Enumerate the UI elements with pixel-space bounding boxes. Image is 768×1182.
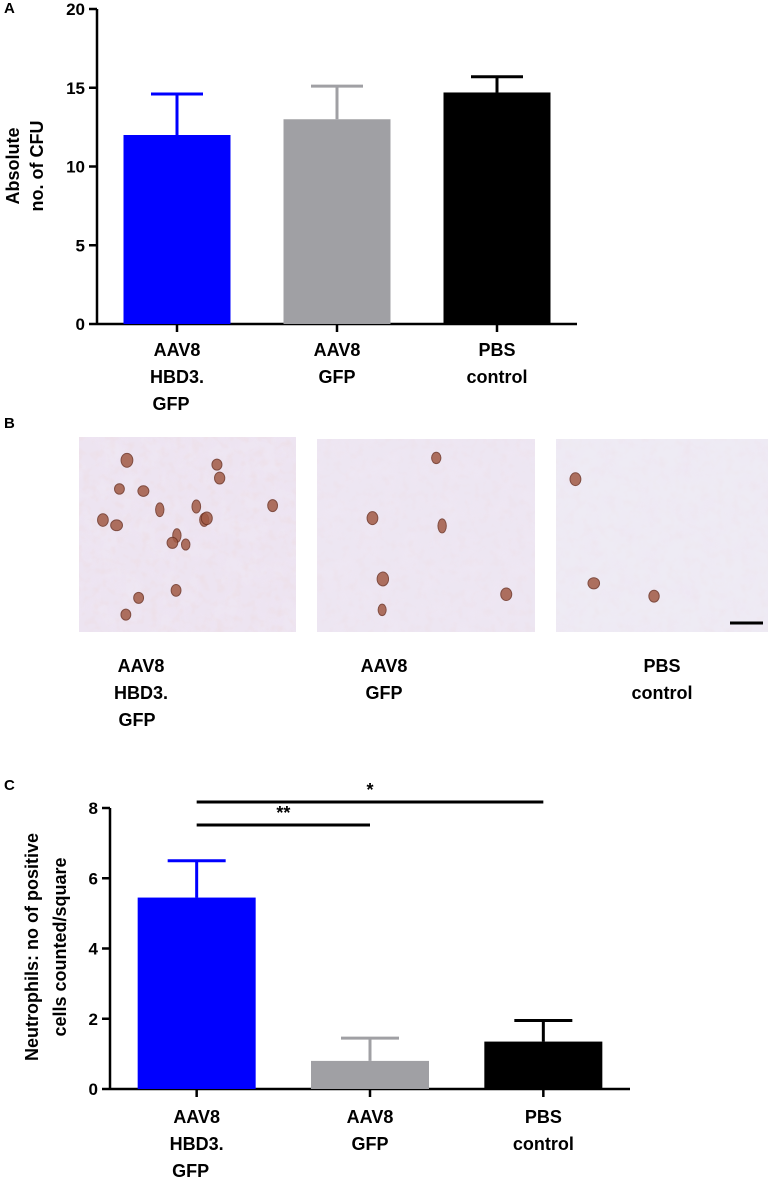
stained-cell bbox=[133, 591, 145, 604]
y-axis-label: no. of CFU bbox=[27, 121, 47, 212]
y-axis-label: Absolute bbox=[3, 127, 23, 204]
panel-label-b: B bbox=[4, 415, 15, 432]
micrograph-caption: AAV8 bbox=[118, 656, 165, 676]
category-label: GFP bbox=[351, 1134, 388, 1154]
bar bbox=[123, 135, 231, 324]
y-tick-label: 8 bbox=[89, 799, 98, 818]
category-label: control bbox=[467, 367, 528, 387]
stained-cell bbox=[137, 485, 150, 497]
stained-cell bbox=[110, 519, 123, 532]
panel-label-c: C bbox=[4, 777, 15, 794]
category-label: AAV8 bbox=[173, 1107, 220, 1127]
bar bbox=[443, 92, 551, 324]
significance-label: * bbox=[366, 780, 373, 800]
stained-cell bbox=[437, 518, 447, 534]
chart-a: 0 5 10 15 20 AAV8 HBD3. GFP AAV8 GFP PBS control Abs… bbox=[3, 0, 577, 414]
stained-cell bbox=[569, 472, 582, 487]
stained-cell bbox=[377, 603, 387, 617]
micrograph-caption: HBD3. bbox=[114, 683, 168, 703]
y-axis-label: Neutrophils: no of positive bbox=[22, 833, 42, 1061]
micrograph-caption: GFP bbox=[365, 683, 402, 703]
stained-cell bbox=[97, 513, 109, 527]
stained-cell bbox=[170, 583, 182, 597]
category-label: HBD3. bbox=[150, 367, 204, 387]
y-tick-label: 6 bbox=[89, 869, 98, 888]
category-label: AAV8 bbox=[154, 340, 201, 360]
stained-cell bbox=[366, 511, 379, 526]
micrograph-caption: PBS bbox=[643, 656, 680, 676]
chart-c: 0 2 4 6 8 AAV8 HBD3. GFP AAV8 GFP PBS control Neutro… bbox=[22, 780, 630, 1181]
y-tick-label: 10 bbox=[66, 158, 85, 177]
stained-cell bbox=[166, 536, 179, 549]
bar bbox=[137, 897, 256, 1089]
stained-cell bbox=[155, 502, 165, 518]
category-label: PBS bbox=[478, 340, 515, 360]
stained-cell bbox=[376, 571, 390, 587]
micrograph-caption: control bbox=[632, 683, 693, 703]
stained-cell bbox=[500, 587, 513, 602]
y-tick-label: 15 bbox=[66, 79, 85, 98]
y-axis-label: cells counted/square bbox=[50, 857, 70, 1036]
micrograph-pbs-control bbox=[556, 439, 768, 632]
stained-cell bbox=[120, 452, 134, 468]
stained-cell bbox=[114, 483, 125, 495]
stained-cell bbox=[120, 608, 132, 621]
significance-label: ** bbox=[276, 803, 290, 823]
micrograph-row: AAV8 HBD3. GFP AAV8 GFP PBS control bbox=[79, 437, 768, 730]
stained-cell bbox=[587, 577, 601, 590]
micrograph-aav8-gfp bbox=[317, 439, 535, 632]
category-label: GFP bbox=[318, 367, 355, 387]
y-tick-label: 20 bbox=[66, 0, 85, 19]
y-tick-label: 0 bbox=[89, 1080, 98, 1099]
stained-cell bbox=[648, 589, 660, 603]
stained-cell bbox=[180, 538, 191, 551]
stained-cell bbox=[211, 458, 223, 471]
y-tick-label: 0 bbox=[76, 315, 85, 334]
y-tick-label: 2 bbox=[89, 1010, 98, 1029]
bar bbox=[283, 119, 391, 324]
category-label: AAV8 bbox=[314, 340, 361, 360]
micrograph-caption: AAV8 bbox=[361, 656, 408, 676]
y-tick-label: 5 bbox=[76, 236, 85, 255]
micrograph-aav8-hbd3-gfp bbox=[79, 437, 296, 632]
category-label: control bbox=[513, 1134, 574, 1154]
bar bbox=[484, 1041, 603, 1089]
bar bbox=[311, 1060, 429, 1089]
stained-cell bbox=[267, 499, 278, 513]
category-label: PBS bbox=[525, 1107, 562, 1127]
category-label: AAV8 bbox=[347, 1107, 394, 1127]
category-label: GFP bbox=[172, 1161, 209, 1181]
stained-cell bbox=[191, 499, 202, 514]
y-tick-label: 4 bbox=[89, 940, 99, 959]
category-label: GFP bbox=[152, 394, 189, 414]
stained-cell bbox=[214, 471, 226, 485]
micrograph-caption: GFP bbox=[118, 710, 155, 730]
stained-cell bbox=[431, 451, 442, 465]
stained-cell bbox=[200, 511, 213, 526]
panel-label-a: A bbox=[4, 0, 15, 17]
category-label: HBD3. bbox=[170, 1134, 224, 1154]
